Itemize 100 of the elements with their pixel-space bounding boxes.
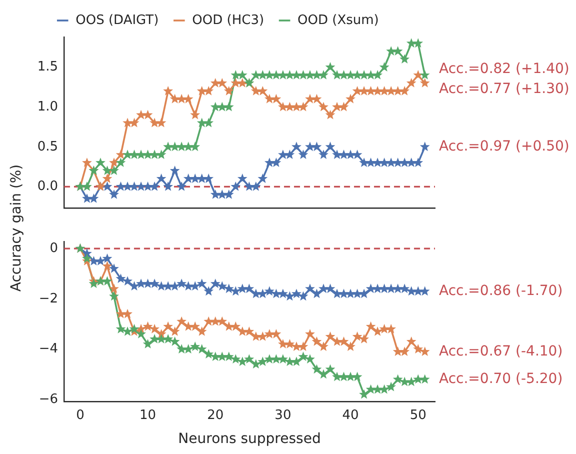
point: [318, 102, 328, 112]
point: [210, 102, 220, 112]
text: Acc.=0.77 (+1.30): [439, 80, 570, 97]
point: [400, 158, 410, 168]
point: [136, 182, 146, 191]
point: [156, 281, 166, 291]
point: [386, 284, 396, 294]
text: Acc.=0.86 (-1.70): [439, 283, 563, 300]
point: [250, 70, 261, 80]
point: [88, 278, 99, 288]
point: [156, 150, 166, 160]
point: [190, 321, 200, 331]
point: [392, 46, 403, 56]
point: [312, 70, 322, 80]
point: [400, 86, 410, 96]
point: [359, 158, 369, 168]
point: [82, 193, 92, 203]
point: [346, 372, 356, 382]
point: [150, 278, 160, 288]
point: [210, 352, 220, 362]
point: [392, 86, 403, 96]
point: [258, 86, 268, 96]
point: [325, 284, 336, 294]
point: [325, 331, 336, 341]
legend-label: OOD (HC3): [192, 12, 264, 28]
y-tick-label: −2: [38, 291, 58, 306]
point: [298, 342, 308, 351]
point: [102, 253, 112, 263]
point: [122, 150, 132, 160]
point: [183, 94, 194, 104]
point: [298, 70, 308, 80]
point: [102, 166, 112, 175]
point: [346, 288, 356, 298]
point: [406, 158, 416, 168]
point: [332, 372, 342, 382]
point: [318, 284, 328, 294]
point: [413, 344, 424, 354]
point: [284, 102, 295, 112]
point: [230, 182, 241, 191]
point: [96, 158, 106, 168]
point: [338, 372, 349, 382]
y-tick-label: 1.5: [37, 60, 58, 75]
point: [305, 142, 315, 152]
point: [237, 326, 248, 336]
point: [366, 321, 376, 331]
point: [386, 324, 396, 334]
point: [366, 158, 376, 168]
point: [284, 70, 295, 80]
point: [264, 286, 274, 296]
point: [170, 142, 180, 152]
point: [366, 284, 376, 294]
point: [122, 182, 132, 191]
point: [332, 288, 342, 298]
point: [392, 158, 403, 168]
point: [271, 354, 282, 364]
x-tick-label: 20: [207, 408, 224, 423]
point: [96, 256, 106, 266]
text: Acc.=0.97 (+0.50): [439, 138, 570, 155]
point: [292, 142, 302, 152]
point: [271, 70, 282, 80]
point: [122, 118, 132, 128]
point: [102, 261, 112, 270]
point: [413, 374, 424, 384]
point: [284, 291, 295, 301]
point: [298, 150, 308, 160]
point: [170, 166, 180, 175]
point: [116, 274, 126, 283]
point: [204, 174, 214, 183]
point: [170, 94, 180, 104]
point: [109, 284, 119, 294]
point: [264, 94, 274, 104]
point: [392, 284, 403, 294]
point: [122, 276, 132, 286]
point: [163, 182, 174, 191]
point: [224, 284, 234, 294]
point: [196, 326, 207, 336]
x-axis-title: Neurons suppressed: [178, 431, 321, 448]
point: [318, 342, 328, 351]
point: [244, 284, 254, 294]
point: [420, 286, 430, 296]
point: [190, 342, 200, 351]
point: [359, 86, 369, 96]
text: Acc.=0.67 (-4.10): [439, 343, 563, 360]
point: [271, 328, 282, 338]
point: [338, 102, 349, 112]
point: [224, 352, 234, 362]
point: [413, 286, 424, 296]
point: [156, 174, 166, 183]
point: [196, 118, 207, 128]
point: [352, 70, 362, 80]
point: [292, 342, 302, 351]
point: [264, 70, 274, 80]
point: [190, 281, 200, 291]
point: [352, 331, 362, 341]
point: [82, 158, 92, 168]
point: [332, 336, 342, 346]
text: Acc.=0.70 (-5.20): [439, 371, 563, 388]
point: [217, 281, 228, 291]
point: [102, 276, 112, 286]
point: [284, 339, 295, 348]
